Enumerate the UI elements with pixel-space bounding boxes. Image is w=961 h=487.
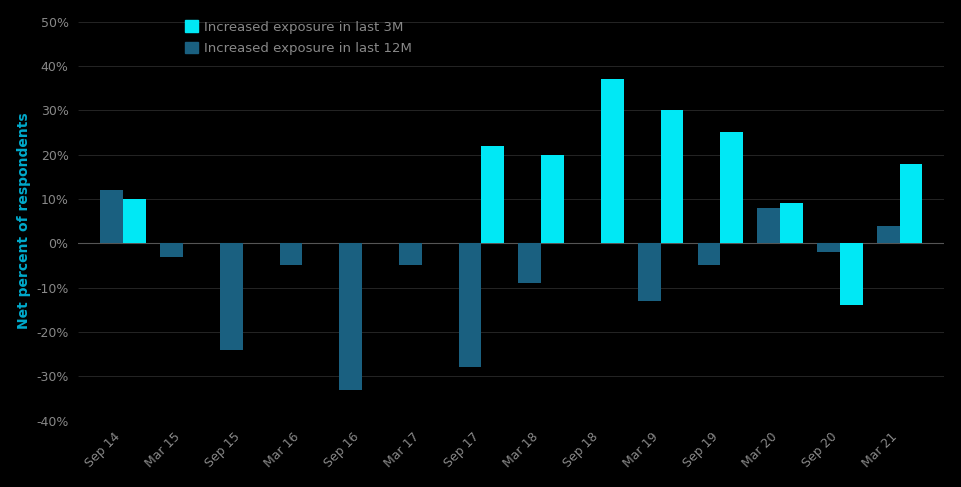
Bar <box>123 199 146 244</box>
Bar <box>601 79 624 243</box>
Bar <box>220 244 242 350</box>
Bar <box>399 244 422 265</box>
Bar <box>817 244 840 252</box>
Bar <box>100 190 123 244</box>
Bar <box>698 244 721 265</box>
Bar <box>899 164 923 244</box>
Bar <box>876 225 899 244</box>
Bar <box>160 244 183 257</box>
Bar <box>280 244 303 265</box>
Legend: Increased exposure in last 3M, Increased exposure in last 12M: Increased exposure in last 3M, Increased… <box>185 20 412 55</box>
Bar <box>638 244 660 301</box>
Bar <box>757 208 780 244</box>
Bar <box>458 244 481 368</box>
Bar <box>840 244 863 305</box>
Bar <box>660 111 683 244</box>
Bar <box>541 155 564 244</box>
Bar <box>519 244 541 283</box>
Bar <box>780 204 802 244</box>
Y-axis label: Net percent of respondents: Net percent of respondents <box>16 113 31 330</box>
Bar <box>721 132 743 244</box>
Bar <box>339 244 362 390</box>
Bar <box>481 146 505 244</box>
